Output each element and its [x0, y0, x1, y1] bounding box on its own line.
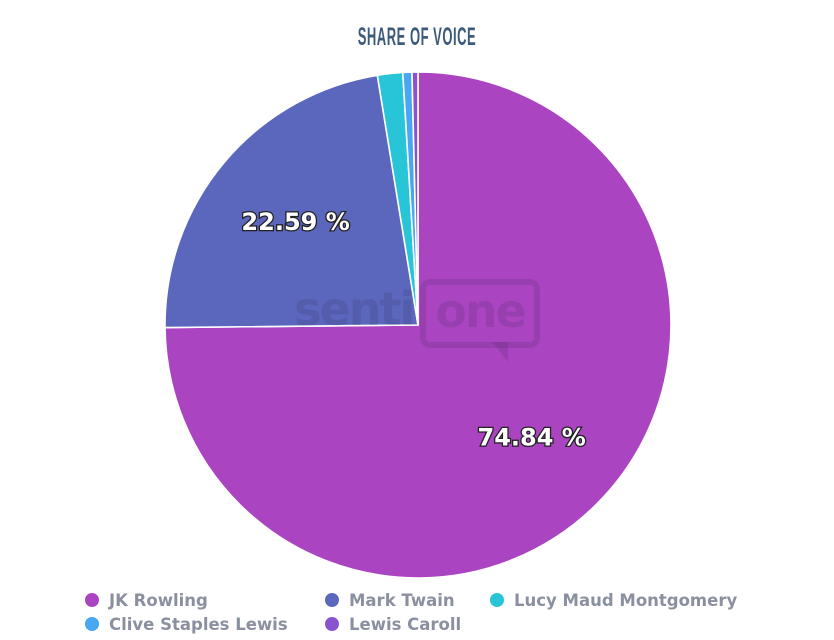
legend-item-lucy-maud-montgomery[interactable]: Lucy Maud Montgomery: [490, 590, 737, 610]
legend-label: Lucy Maud Montgomery: [514, 590, 738, 610]
pie-slice-mark-twain[interactable]: [164, 74, 419, 329]
legend-swatch-icon: [85, 617, 99, 631]
legend-label: Lewis Caroll: [349, 614, 462, 634]
legend-swatch-icon: [325, 617, 339, 631]
legend-item-jk-rowling[interactable]: JK Rowling: [85, 590, 208, 610]
legend-swatch-icon: [85, 593, 99, 607]
legend-swatch-icon: [325, 593, 339, 607]
pie-slice-lewis-caroll[interactable]: [411, 71, 419, 326]
legend-item-clive-staples-lewis[interactable]: Clive Staples Lewis: [85, 614, 288, 634]
legend-item-mark-twain[interactable]: Mark Twain: [325, 590, 455, 610]
legend-label: JK Rowling: [109, 590, 208, 610]
legend-item-lewis-caroll[interactable]: Lewis Caroll: [325, 614, 461, 634]
legend-swatch-icon: [490, 593, 504, 607]
legend-label: Mark Twain: [349, 590, 455, 610]
legend-label: Clive Staples Lewis: [109, 614, 288, 634]
